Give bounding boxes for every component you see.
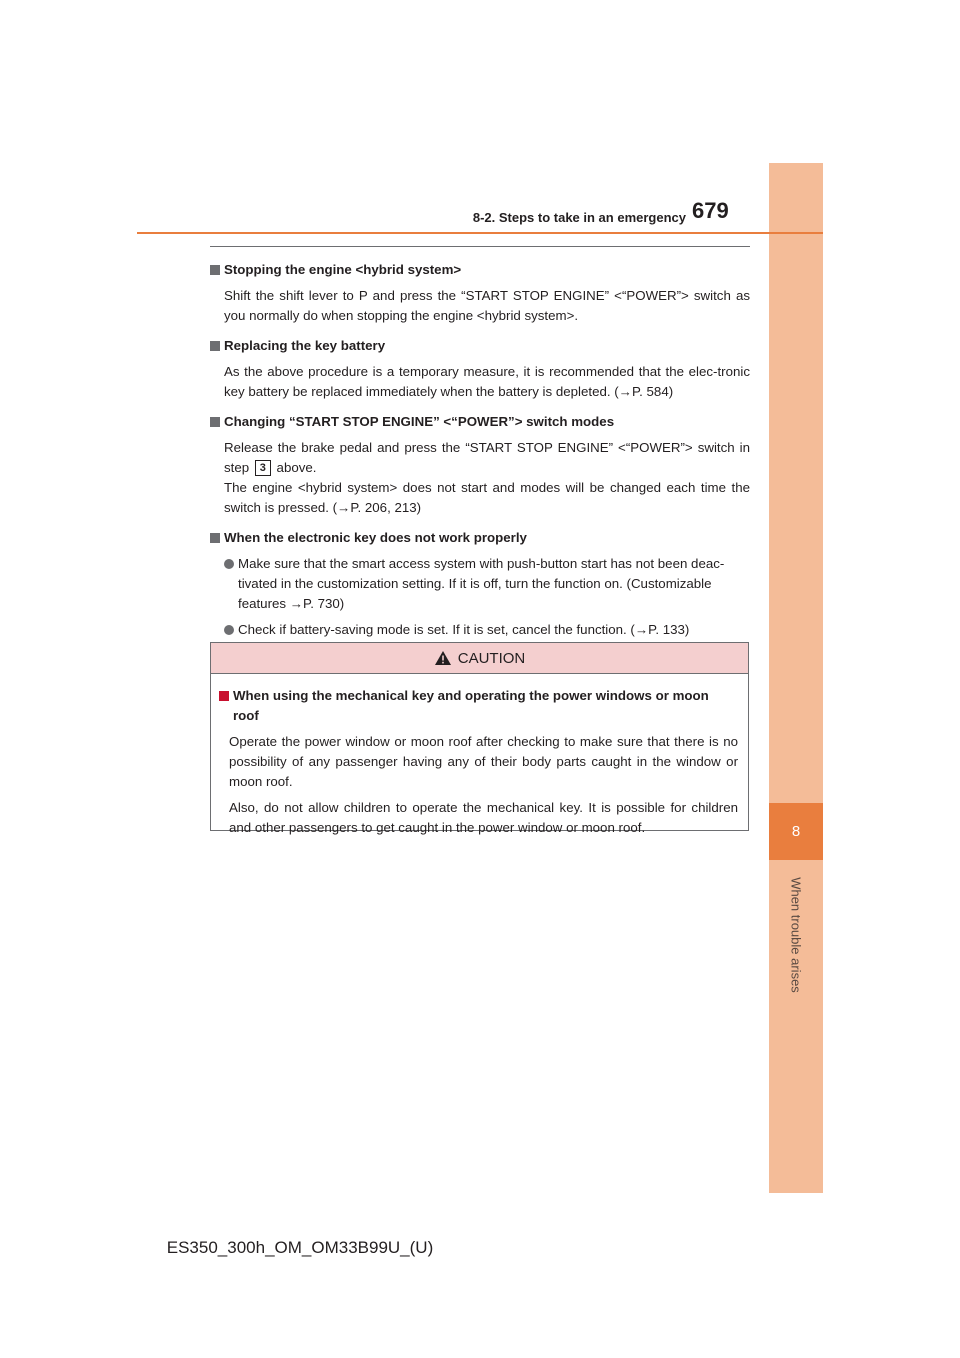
section-body: Shift the shift lever to P and press the… <box>224 288 750 323</box>
warning-triangle-icon <box>434 651 451 665</box>
header-divider <box>137 232 823 234</box>
caution-paragraph: Operate the power window or moon roof af… <box>229 734 738 789</box>
section-heading: Stopping the engine <hybrid system> <box>210 260 750 280</box>
section-title: 8-2. Steps to take in an emergency <box>472 210 686 225</box>
circle-bullet-icon <box>224 625 234 635</box>
main-content: Stopping the engine <hybrid system> Shif… <box>210 260 750 650</box>
caution-title: CAUTION <box>457 649 526 667</box>
section-key-not-working: When the electronic key does not work pr… <box>210 528 750 640</box>
caution-box: CAUTION When using the mechanical key an… <box>210 642 749 835</box>
section-heading: Replacing the key battery <box>210 336 750 356</box>
content-divider <box>210 246 750 247</box>
caution-paragraph: Also, do not allow children to operate t… <box>229 800 738 835</box>
list-item: Check if battery-saving mode is set. If … <box>210 620 750 640</box>
section-body: As the above procedure is a temporary me… <box>224 364 750 399</box>
section-heading: Changing “START STOP ENGINE” <“POWER”> s… <box>210 412 750 432</box>
chapter-label: When trouble arises <box>788 877 804 993</box>
caution-heading: When using the mechanical key and operat… <box>219 686 738 726</box>
chapter-number-tab[interactable]: 8 <box>769 803 823 860</box>
section-body: Release the brake pedal and press the “S… <box>224 440 750 515</box>
caution-header: CAUTION <box>211 643 748 674</box>
red-square-bullet-icon <box>219 691 229 701</box>
section-replacing-battery: Replacing the key battery As the above p… <box>210 336 750 402</box>
footer-model-code: ES350_300h_OM_OM33B99U_(U) <box>166 1238 434 1257</box>
section-stopping-engine: Stopping the engine <hybrid system> Shif… <box>210 260 750 326</box>
section-changing-modes: Changing “START STOP ENGINE” <“POWER”> s… <box>210 412 750 518</box>
square-bullet-icon <box>210 341 220 351</box>
square-bullet-icon <box>210 533 220 543</box>
caution-body: When using the mechanical key and operat… <box>211 674 748 838</box>
list-item: Make sure that the smart access system w… <box>210 554 750 614</box>
square-bullet-icon <box>210 417 220 427</box>
page-number: 679 <box>692 198 729 223</box>
step-number-icon: 3 <box>254 460 271 477</box>
circle-bullet-icon <box>224 559 234 569</box>
section-heading: When the electronic key does not work pr… <box>210 528 750 548</box>
square-bullet-icon <box>210 265 220 275</box>
chapter-sidebar <box>769 163 823 1193</box>
